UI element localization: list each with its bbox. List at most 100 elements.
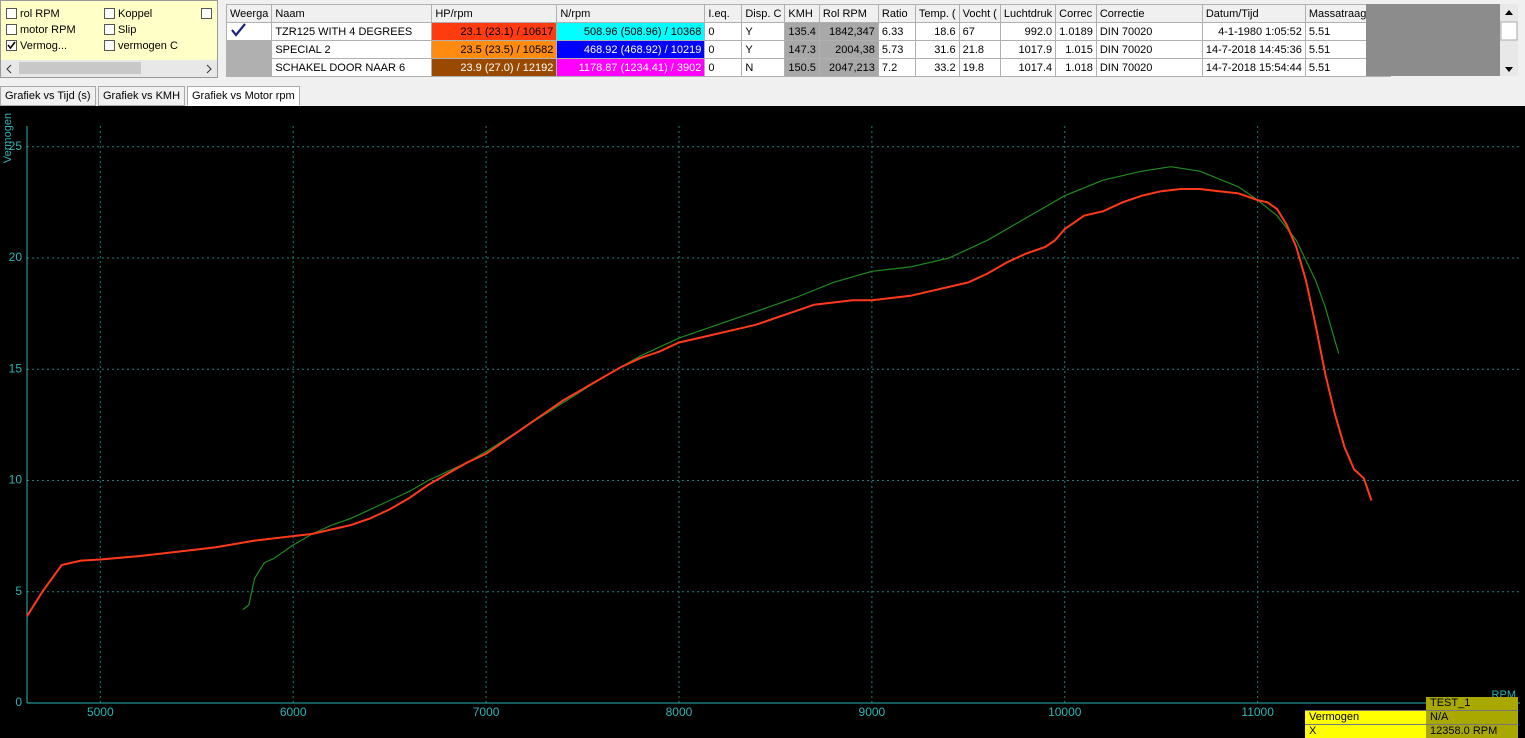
checkbox[interactable]	[201, 8, 215, 21]
table-cell: 23.1 (23.1) / 10617	[431, 22, 558, 41]
x-tick-label: 10000	[1048, 705, 1082, 719]
column-header: I.eq.	[704, 4, 743, 23]
column-header: Ratio	[877, 4, 916, 23]
cursor-info: TEST_1 Vermogen N/A X 12358.0 RPM	[1305, 697, 1518, 738]
table-cell: 21.8	[958, 40, 1001, 59]
table-cell: TZR125 WITH 4 DEGREES	[271, 22, 433, 41]
table-cell: 7.2	[877, 58, 916, 77]
table-cell: 2047,213	[818, 58, 879, 77]
table-cell: 1.0189	[1055, 22, 1097, 41]
table-cell: 150.5	[784, 58, 820, 77]
table-row[interactable]: SCHAKEL DOOR NAAR 6 23.9 (27.0) / 12192 11…	[225, 58, 1392, 77]
checkbox-box	[104, 24, 115, 35]
scrollbar[interactable]	[1, 60, 217, 77]
table-cell: 6.33	[877, 22, 916, 41]
tab[interactable]: Grafiek vs Motor rpm	[187, 86, 300, 106]
column-header: Correc	[1055, 4, 1097, 23]
y-tick-label: 15	[9, 361, 23, 375]
table-row[interactable]: TZR125 WITH 4 DEGREES 23.1 (23.1) / 10617…	[225, 22, 1392, 41]
column-header: Temp. (	[914, 4, 960, 23]
header-row: Weerga Naam HP/rpm N/rpm I.eq. Disp. C KMH Rol …	[225, 4, 1392, 23]
cursor-row: Vermogen N/A	[1305, 710, 1518, 724]
table-cell: 31.6	[914, 40, 960, 59]
y-tick-label: 20	[9, 250, 23, 264]
checkbox-box	[6, 40, 17, 51]
chart: 0 5 10 15 20 25 5000 6000 7000 8000 9000 10000 11000…	[0, 106, 1525, 738]
table-cell: 33.2	[914, 58, 960, 77]
table-cell: DIN 70020	[1095, 22, 1203, 41]
checkbox[interactable]: rol RPM	[6, 8, 60, 21]
checkbox-label: rol RPM	[20, 8, 60, 20]
table-cell: 67	[958, 22, 1001, 41]
table-cell: 23.9 (27.0) / 12192	[431, 58, 558, 77]
x-tick-label: 5000	[87, 705, 114, 719]
table-cell: 0	[704, 58, 743, 77]
checkbox-box	[104, 40, 115, 51]
column-header: N/rpm	[556, 4, 706, 23]
cursor-value: N/A	[1426, 711, 1518, 724]
table-cell: 1178.87 (1234.41) / 3902	[556, 58, 706, 77]
tab[interactable]: Grafiek vs Tijd (s)	[0, 86, 96, 106]
y-tick-label: 0	[15, 695, 22, 709]
table-cell: 468.92 (468.92) / 10219	[556, 40, 706, 59]
table-cell: 1017.9	[999, 40, 1057, 59]
checkbox-label: vermogen C	[118, 40, 178, 52]
cursor-row: X 12358.0 RPM	[1305, 724, 1518, 738]
series-line	[26, 188, 1373, 617]
x-tick-label: 11000	[1241, 705, 1274, 719]
table-cell: SCHAKEL DOOR NAAR 6	[271, 58, 433, 77]
table-cell: 2004,38	[818, 40, 879, 59]
channel-panel: rol RPM Koppel motor RPM Slip Vermog... vermo…	[0, 0, 218, 78]
checkbox[interactable]: vermogen C	[104, 40, 178, 53]
table-cell: 14-7-2018 14:45:36	[1201, 40, 1306, 59]
checkbox[interactable]: motor RPM	[6, 24, 76, 37]
column-header: Naam	[271, 4, 433, 23]
x-tick-label: 8000	[666, 705, 693, 719]
column-header: Rol RPM	[818, 4, 879, 23]
table-scrollbar[interactable]	[1500, 4, 1518, 76]
table-cell: Y	[741, 22, 786, 41]
table-cell: Y	[741, 40, 786, 59]
x-tick-label: 9000	[859, 705, 886, 719]
y-tick-label: 10	[9, 473, 23, 487]
x-tick-label: 6000	[280, 705, 307, 719]
tab[interactable]: Grafiek vs KMH	[98, 86, 186, 106]
checkbox-box	[201, 8, 212, 19]
column-header: Datum/Tijd	[1201, 4, 1306, 23]
table-cell: 135.4	[784, 22, 820, 41]
table-cell: 18.6	[914, 22, 960, 41]
cursor-key: Vermogen	[1305, 711, 1426, 724]
table-cell: 5.73	[877, 40, 916, 59]
checkbox[interactable]: Koppel	[104, 8, 152, 21]
checkbox[interactable]: Slip	[104, 24, 136, 37]
visibility-cell	[225, 40, 273, 59]
checkbox-label: motor RPM	[20, 24, 76, 36]
table-cell: 508.96 (508.96) / 10368	[556, 22, 706, 41]
column-header: Correctie	[1095, 4, 1203, 23]
table-cell: 23.5 (23.5) / 10582	[431, 40, 558, 59]
column-header: Vocht (	[958, 4, 1001, 23]
table-row[interactable]: SPECIAL 2 23.5 (23.5) / 10582 468.92 (468.…	[225, 40, 1392, 59]
checkbox-label: Slip	[118, 24, 137, 36]
column-header: Luchtdruk	[999, 4, 1057, 23]
y-tick-label: 5	[15, 584, 22, 598]
table-cell: 1842,347	[818, 22, 879, 41]
checkbox-box	[6, 8, 17, 19]
checkbox-label: Koppel	[118, 8, 153, 20]
column-header: Weerga	[225, 4, 273, 23]
cursor-title: TEST_1	[1426, 697, 1518, 710]
table-cell: SPECIAL 2	[271, 40, 433, 59]
table-cell: N	[741, 58, 786, 77]
x-tick-label: 7000	[473, 705, 500, 719]
checkbox[interactable]: Vermog...	[6, 40, 67, 53]
table-cell: DIN 70020	[1095, 58, 1203, 77]
table-cell: 1.015	[1055, 40, 1097, 59]
table-cell: 992.0	[999, 22, 1057, 41]
cursor-key: X	[1305, 725, 1426, 738]
runs-table: Weerga Naam HP/rpm N/rpm I.eq. Disp. C KMH Rol …	[225, 4, 1392, 77]
column-header: Disp. C	[741, 4, 786, 23]
table-cell: 1017.4	[999, 58, 1057, 77]
column-header: KMH	[784, 4, 820, 23]
checkbox-label: Vermog...	[20, 40, 68, 52]
